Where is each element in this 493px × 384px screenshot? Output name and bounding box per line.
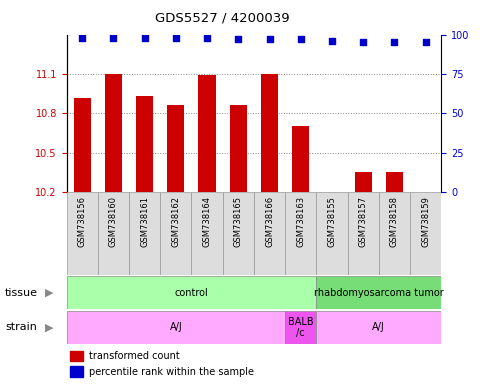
- Bar: [261, 74, 278, 192]
- Bar: [160, 192, 191, 275]
- Text: transformed count: transformed count: [89, 351, 180, 361]
- Text: GSM738158: GSM738158: [390, 196, 399, 247]
- Bar: [354, 172, 372, 192]
- Text: GSM738161: GSM738161: [140, 196, 149, 247]
- Text: BALB
/c: BALB /c: [288, 316, 314, 338]
- Bar: [285, 192, 317, 275]
- Text: GSM738163: GSM738163: [296, 196, 305, 247]
- Bar: [105, 74, 122, 192]
- Text: GSM738157: GSM738157: [359, 196, 368, 247]
- Text: control: control: [175, 288, 209, 298]
- Point: [297, 36, 305, 42]
- Point: [203, 35, 211, 41]
- Bar: [199, 75, 215, 192]
- Bar: [223, 192, 254, 275]
- Bar: [379, 192, 410, 275]
- Point: [172, 35, 180, 41]
- Point: [390, 40, 398, 46]
- Text: tissue: tissue: [5, 288, 38, 298]
- Bar: [67, 311, 285, 344]
- Bar: [67, 192, 98, 275]
- Text: GSM738159: GSM738159: [421, 196, 430, 247]
- Bar: [136, 96, 153, 192]
- Point: [141, 35, 148, 41]
- Bar: [73, 98, 91, 192]
- Text: GSM738162: GSM738162: [172, 196, 180, 247]
- Bar: [230, 105, 247, 192]
- Text: GSM738165: GSM738165: [234, 196, 243, 247]
- Bar: [348, 192, 379, 275]
- Bar: [67, 276, 317, 309]
- Text: strain: strain: [5, 322, 37, 333]
- Bar: [317, 192, 348, 275]
- Text: rhabdomyosarcoma tumor: rhabdomyosarcoma tumor: [314, 288, 444, 298]
- Text: percentile rank within the sample: percentile rank within the sample: [89, 366, 254, 377]
- Bar: [386, 172, 403, 192]
- Text: GSM738160: GSM738160: [109, 196, 118, 247]
- Text: GSM738164: GSM738164: [203, 196, 211, 247]
- Bar: [285, 311, 317, 344]
- Bar: [129, 192, 160, 275]
- Text: GSM738166: GSM738166: [265, 196, 274, 247]
- Bar: [254, 192, 285, 275]
- Bar: [70, 351, 83, 361]
- Point: [359, 40, 367, 46]
- Bar: [70, 366, 83, 377]
- Point: [266, 36, 274, 42]
- Bar: [317, 276, 441, 309]
- Text: ▶: ▶: [45, 288, 54, 298]
- Text: GSM738155: GSM738155: [327, 196, 336, 247]
- Point: [422, 40, 429, 46]
- Point: [234, 36, 242, 42]
- Text: A/J: A/J: [372, 322, 385, 333]
- Text: A/J: A/J: [170, 322, 182, 333]
- Bar: [191, 192, 223, 275]
- Text: ▶: ▶: [45, 322, 54, 333]
- Point: [328, 38, 336, 44]
- Bar: [410, 192, 441, 275]
- Bar: [317, 311, 441, 344]
- Bar: [98, 192, 129, 275]
- Bar: [292, 126, 309, 192]
- Bar: [167, 105, 184, 192]
- Point: [109, 35, 117, 41]
- Point: [78, 35, 86, 41]
- Text: GDS5527 / 4200039: GDS5527 / 4200039: [154, 12, 289, 25]
- Text: GSM738156: GSM738156: [78, 196, 87, 247]
